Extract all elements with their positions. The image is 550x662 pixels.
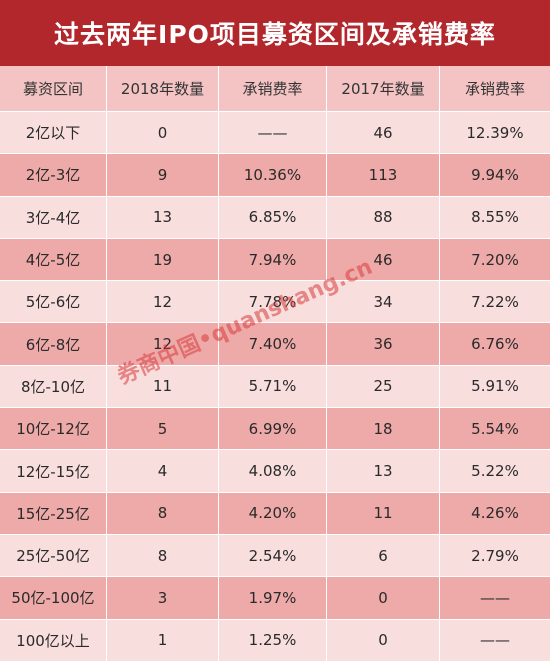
cell-count-2017: 13 bbox=[327, 450, 440, 493]
cell-range: 2亿以下 bbox=[0, 112, 107, 155]
table-row: 8亿-10亿 11 5.71% 25 5.91% bbox=[0, 365, 550, 409]
cell-fee-2018: 7.40% bbox=[219, 323, 327, 366]
cell-fee-2018: 5.71% bbox=[219, 365, 327, 409]
cell-range: 12亿-15亿 bbox=[0, 450, 107, 493]
cell-range: 25亿-50亿 bbox=[0, 534, 107, 578]
cell-range: 5亿-6亿 bbox=[0, 281, 107, 324]
cell-fee-2018: 7.78% bbox=[219, 281, 327, 324]
table-row: 3亿-4亿 13 6.85% 88 8.55% bbox=[0, 196, 550, 239]
cell-count-2018: 5 bbox=[107, 408, 219, 451]
table-row: 10亿-12亿 5 6.99% 18 5.54% bbox=[0, 408, 550, 451]
cell-range: 50亿-100亿 bbox=[0, 577, 107, 620]
cell-count-2018: 9 bbox=[107, 154, 219, 197]
cell-range: 6亿-8亿 bbox=[0, 323, 107, 366]
column-header-fee-2018: 承销费率 bbox=[219, 66, 327, 112]
cell-fee-2017: 5.54% bbox=[440, 408, 550, 451]
cell-fee-2018: —— bbox=[219, 112, 327, 155]
cell-fee-2017: 12.39% bbox=[440, 112, 550, 155]
cell-count-2017: 46 bbox=[327, 238, 440, 282]
cell-count-2017: 0 bbox=[327, 619, 440, 662]
cell-range: 2亿-3亿 bbox=[0, 154, 107, 197]
cell-count-2018: 8 bbox=[107, 492, 219, 535]
cell-range: 10亿-12亿 bbox=[0, 408, 107, 451]
table-row: 25亿-50亿 8 2.54% 6 2.79% bbox=[0, 534, 550, 578]
table-row: 5亿-6亿 12 7.78% 34 7.22% bbox=[0, 281, 550, 324]
cell-fee-2018: 6.99% bbox=[219, 408, 327, 451]
table-row: 2亿以下 0 —— 46 12.39% bbox=[0, 112, 550, 155]
cell-count-2017: 18 bbox=[327, 408, 440, 451]
table-row: 15亿-25亿 8 4.20% 11 4.26% bbox=[0, 492, 550, 535]
page-title: 过去两年IPO项目募资区间及承销费率 bbox=[0, 0, 550, 66]
table-row: 50亿-100亿 3 1.97% 0 —— bbox=[0, 577, 550, 620]
cell-fee-2018: 1.97% bbox=[219, 577, 327, 620]
table-row: 12亿-15亿 4 4.08% 13 5.22% bbox=[0, 450, 550, 493]
cell-count-2017: 113 bbox=[327, 154, 440, 197]
cell-count-2018: 11 bbox=[107, 365, 219, 409]
column-header-count-2018: 2018年数量 bbox=[107, 66, 219, 112]
cell-count-2018: 1 bbox=[107, 619, 219, 662]
cell-count-2017: 0 bbox=[327, 577, 440, 620]
table-row: 6亿-8亿 12 7.40% 36 6.76% bbox=[0, 323, 550, 366]
cell-fee-2017: 8.55% bbox=[440, 196, 550, 239]
column-header-count-2017: 2017年数量 bbox=[327, 66, 440, 112]
column-header-range: 募资区间 bbox=[0, 66, 107, 112]
cell-fee-2017: 7.20% bbox=[440, 238, 550, 282]
cell-count-2018: 12 bbox=[107, 281, 219, 324]
cell-count-2018: 19 bbox=[107, 238, 219, 282]
cell-count-2017: 25 bbox=[327, 365, 440, 409]
cell-count-2018: 3 bbox=[107, 577, 219, 620]
table-row: 100亿以上 1 1.25% 0 —— bbox=[0, 619, 550, 662]
cell-fee-2017: 2.79% bbox=[440, 534, 550, 578]
cell-count-2017: 11 bbox=[327, 492, 440, 535]
cell-count-2018: 8 bbox=[107, 534, 219, 578]
cell-count-2018: 4 bbox=[107, 450, 219, 493]
cell-count-2017: 88 bbox=[327, 196, 440, 239]
table-header-row: 募资区间 2018年数量 承销费率 2017年数量 承销费率 bbox=[0, 66, 550, 112]
cell-fee-2018: 2.54% bbox=[219, 534, 327, 578]
column-header-fee-2017: 承销费率 bbox=[440, 66, 550, 112]
table-row: 4亿-5亿 19 7.94% 46 7.20% bbox=[0, 238, 550, 282]
cell-fee-2018: 4.20% bbox=[219, 492, 327, 535]
cell-count-2017: 34 bbox=[327, 281, 440, 324]
cell-count-2018: 13 bbox=[107, 196, 219, 239]
table-row: 2亿-3亿 9 10.36% 113 9.94% bbox=[0, 154, 550, 197]
cell-count-2018: 0 bbox=[107, 112, 219, 155]
cell-range: 8亿-10亿 bbox=[0, 365, 107, 409]
cell-fee-2017: —— bbox=[440, 619, 550, 662]
ipo-fee-table: 募资区间 2018年数量 承销费率 2017年数量 承销费率 2亿以下 0 —— 46… bbox=[0, 66, 550, 662]
cell-fee-2017: 9.94% bbox=[440, 154, 550, 197]
cell-fee-2018: 6.85% bbox=[219, 196, 327, 239]
cell-fee-2018: 10.36% bbox=[219, 154, 327, 197]
cell-count-2017: 46 bbox=[327, 112, 440, 155]
cell-fee-2017: 5.91% bbox=[440, 365, 550, 409]
cell-fee-2018: 4.08% bbox=[219, 450, 327, 493]
cell-fee-2017: 5.22% bbox=[440, 450, 550, 493]
cell-fee-2017: 7.22% bbox=[440, 281, 550, 324]
cell-fee-2017: 6.76% bbox=[440, 323, 550, 366]
cell-range: 100亿以上 bbox=[0, 619, 107, 662]
cell-count-2017: 6 bbox=[327, 534, 440, 578]
cell-range: 3亿-4亿 bbox=[0, 196, 107, 239]
cell-range: 4亿-5亿 bbox=[0, 238, 107, 282]
cell-range: 15亿-25亿 bbox=[0, 492, 107, 535]
cell-fee-2018: 7.94% bbox=[219, 238, 327, 282]
cell-count-2017: 36 bbox=[327, 323, 440, 366]
cell-fee-2017: —— bbox=[440, 577, 550, 620]
cell-fee-2017: 4.26% bbox=[440, 492, 550, 535]
cell-count-2018: 12 bbox=[107, 323, 219, 366]
cell-fee-2018: 1.25% bbox=[219, 619, 327, 662]
